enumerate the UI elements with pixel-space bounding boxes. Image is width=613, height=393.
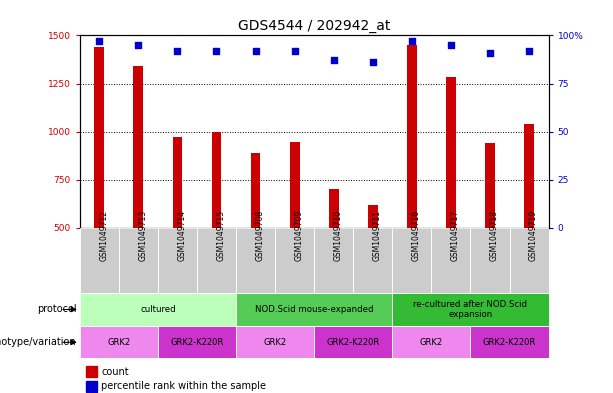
- Bar: [197, 228, 236, 293]
- Point: [446, 42, 456, 48]
- Point: [251, 48, 261, 54]
- Text: GSM1049717: GSM1049717: [451, 210, 460, 261]
- Bar: [524, 124, 534, 324]
- Bar: [172, 138, 182, 324]
- Bar: [407, 45, 417, 324]
- Bar: [94, 47, 104, 324]
- Bar: [392, 326, 471, 358]
- Text: GRK2-K220R: GRK2-K220R: [483, 338, 536, 347]
- Title: GDS4544 / 202942_at: GDS4544 / 202942_at: [238, 19, 390, 33]
- Text: GSM1049713: GSM1049713: [139, 210, 147, 261]
- Text: GRK2: GRK2: [264, 338, 287, 347]
- Bar: [392, 228, 432, 293]
- Point: [172, 48, 182, 54]
- Bar: [432, 228, 471, 293]
- Text: GRK2: GRK2: [420, 338, 443, 347]
- Bar: [471, 228, 509, 293]
- Text: cultured: cultured: [140, 305, 176, 314]
- Text: count: count: [101, 367, 129, 377]
- Text: GSM1049711: GSM1049711: [373, 210, 382, 261]
- Bar: [471, 326, 549, 358]
- Bar: [446, 77, 456, 324]
- Text: GRK2-K220R: GRK2-K220R: [170, 338, 224, 347]
- Text: NOD.Scid mouse-expanded: NOD.Scid mouse-expanded: [255, 305, 373, 314]
- Text: GSM1049716: GSM1049716: [412, 210, 421, 261]
- Text: GSM1049708: GSM1049708: [256, 210, 265, 261]
- Bar: [275, 228, 314, 293]
- Text: GSM1049710: GSM1049710: [333, 210, 343, 261]
- Bar: [368, 205, 378, 324]
- Text: genotype/variation: genotype/variation: [0, 337, 77, 347]
- Text: GSM1049719: GSM1049719: [529, 210, 538, 261]
- Text: GRK2: GRK2: [107, 338, 131, 347]
- Bar: [80, 326, 158, 358]
- Bar: [80, 228, 119, 293]
- Text: percentile rank within the sample: percentile rank within the sample: [101, 381, 266, 391]
- Bar: [236, 228, 275, 293]
- Point: [211, 48, 221, 54]
- Point: [485, 50, 495, 56]
- Point: [94, 38, 104, 44]
- Bar: [80, 293, 236, 326]
- Bar: [290, 142, 300, 324]
- Bar: [485, 143, 495, 324]
- Point: [329, 57, 338, 64]
- Text: GRK2-K220R: GRK2-K220R: [327, 338, 380, 347]
- Bar: [211, 132, 221, 324]
- Text: re-cultured after NOD.Scid
expansion: re-cultured after NOD.Scid expansion: [414, 300, 527, 319]
- Point: [407, 38, 417, 44]
- Bar: [353, 228, 392, 293]
- Bar: [119, 228, 158, 293]
- Bar: [314, 228, 353, 293]
- Point: [134, 42, 143, 48]
- Text: GSM1049709: GSM1049709: [295, 210, 303, 261]
- Bar: [158, 228, 197, 293]
- Bar: [329, 189, 338, 324]
- Bar: [509, 228, 549, 293]
- Bar: [392, 293, 549, 326]
- Text: GSM1049718: GSM1049718: [490, 210, 499, 261]
- Point: [368, 59, 378, 66]
- Bar: [158, 326, 236, 358]
- Bar: [134, 66, 143, 324]
- Point: [290, 48, 300, 54]
- Bar: [251, 153, 261, 324]
- Bar: [236, 326, 314, 358]
- Text: protocol: protocol: [37, 305, 77, 314]
- Text: GSM1049712: GSM1049712: [99, 210, 109, 261]
- Point: [524, 48, 534, 54]
- Text: GSM1049714: GSM1049714: [177, 210, 186, 261]
- Text: GSM1049715: GSM1049715: [216, 210, 226, 261]
- Bar: [236, 293, 392, 326]
- Bar: [314, 326, 392, 358]
